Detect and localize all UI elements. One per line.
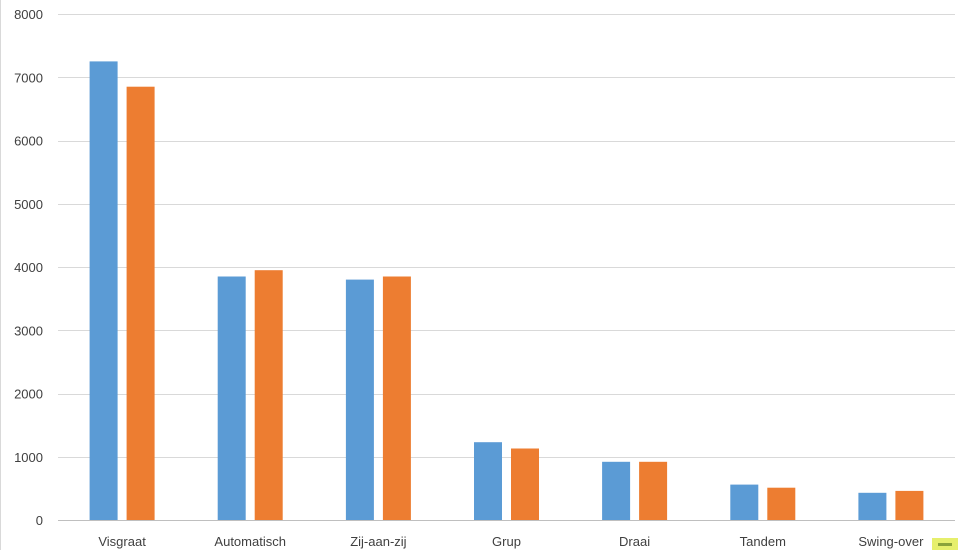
x-category-label: Tandem (740, 534, 786, 549)
gridlines (58, 14, 955, 521)
x-category-label: Zij-aan-zij (350, 534, 406, 549)
bar-orange (254, 270, 283, 520)
y-tick-label: 5000 (14, 197, 43, 212)
bar-orange (511, 448, 539, 520)
bar-blue (345, 279, 374, 520)
chart-frame-edge (0, 0, 1, 550)
x-category-label: Grup (492, 534, 521, 549)
bars (89, 61, 924, 521)
y-tick-label: 1000 (14, 450, 43, 465)
x-category-label: Draai (619, 534, 650, 549)
bar-blue (602, 461, 631, 520)
x-axis-categories: Visgraat Automatisch Zij-aan-zij Grup Draai T… (98, 534, 924, 549)
bar-orange (767, 487, 796, 520)
y-tick-label: 4000 (14, 260, 43, 275)
y-axis-ticks: 0 1000 2000 3000 4000 5000 6000 7000 8000 (14, 7, 43, 528)
bar-orange (639, 461, 668, 520)
bar-blue (858, 492, 887, 520)
bar-blue (217, 276, 246, 520)
y-tick-label: 8000 (14, 7, 43, 22)
y-tick-label: 0 (36, 513, 43, 528)
x-category-label: Automatisch (214, 534, 286, 549)
x-category-label: Swing-over (858, 534, 924, 549)
bar-orange (126, 86, 155, 520)
x-category-label: Visgraat (98, 534, 146, 549)
bar-blue (89, 61, 118, 521)
y-tick-label: 7000 (14, 70, 43, 85)
bar-orange (895, 490, 924, 520)
y-tick-label: 3000 (14, 323, 43, 338)
bar-orange (382, 276, 411, 520)
y-tick-label: 6000 (14, 134, 43, 149)
y-tick-label: 2000 (14, 387, 43, 402)
corner-logo-mark (932, 538, 958, 550)
bar-blue (730, 484, 759, 520)
bar-blue (474, 442, 502, 520)
